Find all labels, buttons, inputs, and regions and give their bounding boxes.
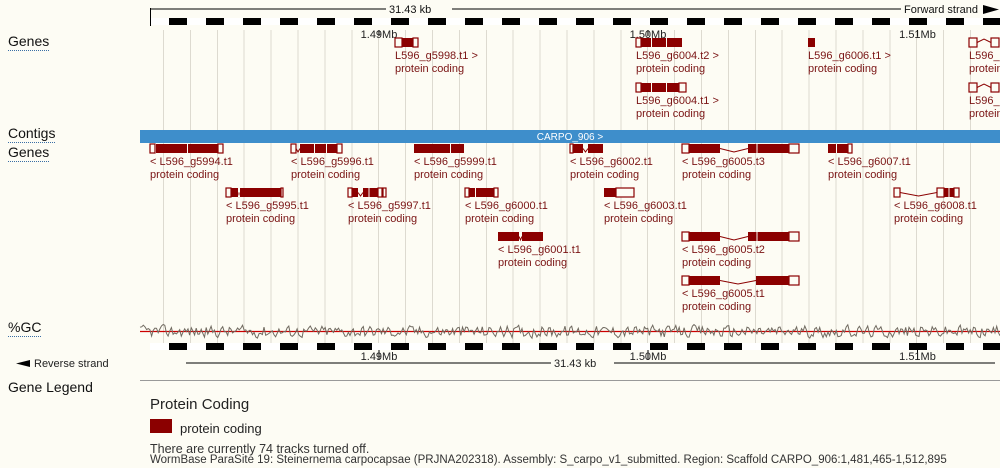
svg-text:1.49Mb: 1.49Mb [361, 29, 398, 41]
svg-text:1.51Mb: 1.51Mb [899, 29, 936, 41]
svg-text:Reverse strand: Reverse strand [34, 358, 109, 370]
svg-text:CARPO_906 >: CARPO_906 > [537, 132, 604, 143]
svg-text:31.43 kb: 31.43 kb [389, 4, 431, 16]
svg-text:31.43 kb: 31.43 kb [554, 358, 596, 370]
svg-text:Forward strand: Forward strand [904, 4, 978, 16]
